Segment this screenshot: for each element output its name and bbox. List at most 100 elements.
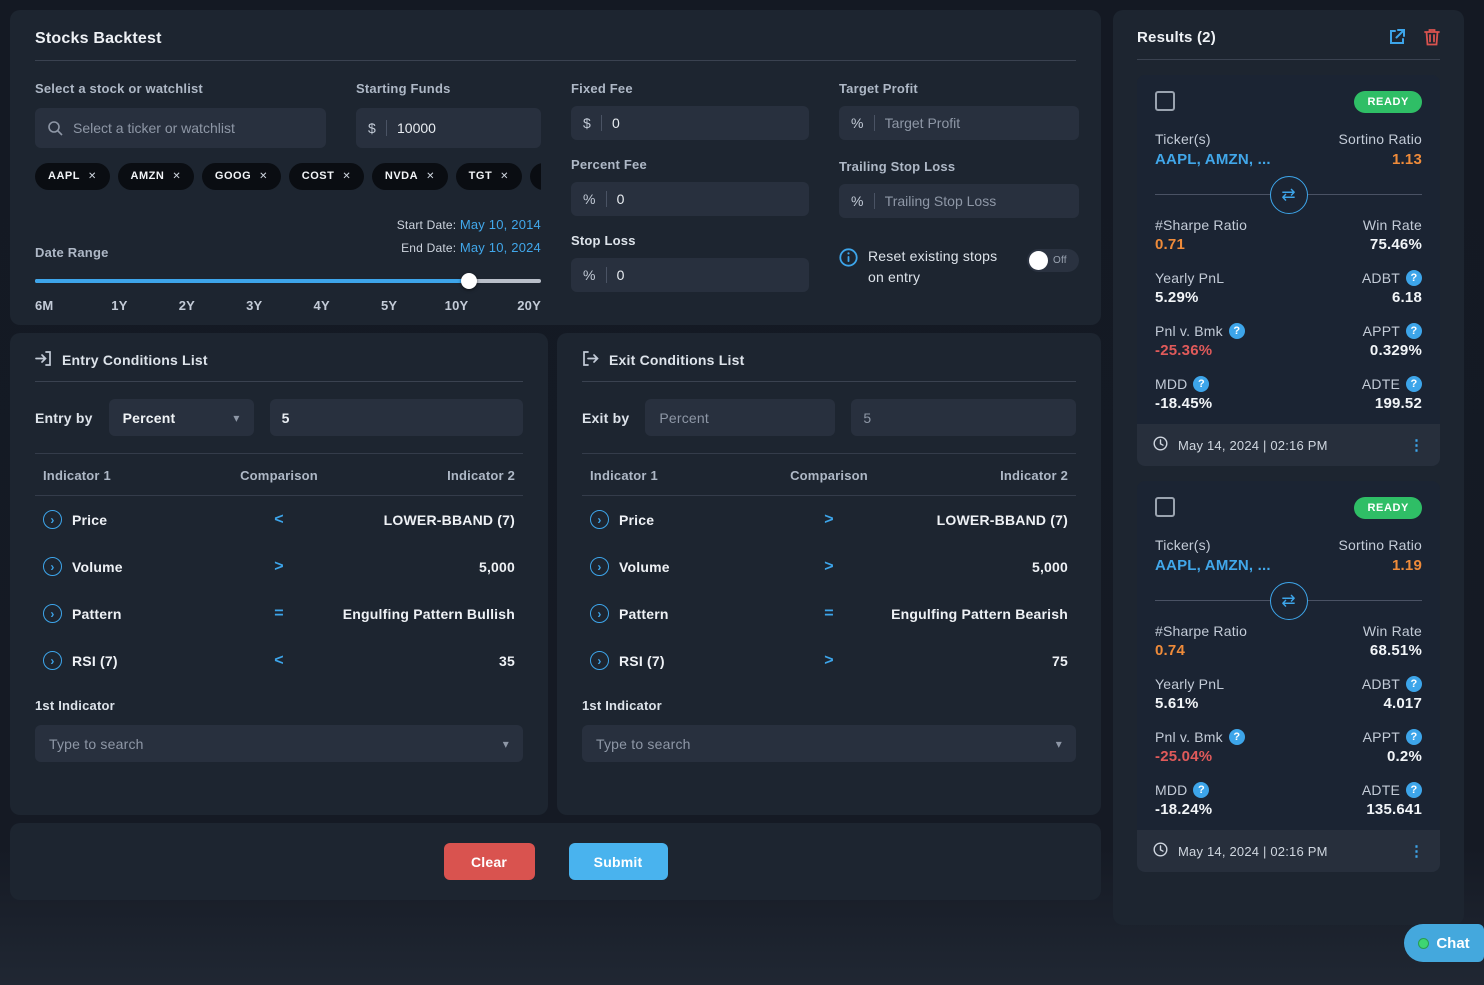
- stop-loss-field[interactable]: %: [571, 258, 809, 292]
- fixed-fee-input[interactable]: [612, 115, 797, 131]
- delete-results-trash-icon[interactable]: [1424, 28, 1440, 46]
- adte-value: 199.52: [1374, 395, 1422, 412]
- remove-ticker-icon[interactable]: ✕: [426, 170, 435, 182]
- win-rate-value: 68.51%: [1369, 642, 1422, 659]
- starting-funds-field[interactable]: $: [356, 108, 541, 148]
- chat-button[interactable]: Chat: [1404, 924, 1484, 962]
- swap-icon[interactable]: ⇄: [1269, 175, 1308, 214]
- open-external-icon[interactable]: [1388, 28, 1406, 46]
- remove-ticker-icon[interactable]: ✕: [172, 170, 181, 182]
- dollar-prefix: $: [368, 120, 387, 136]
- comparison-operator: >: [824, 510, 834, 528]
- remove-ticker-icon[interactable]: ✕: [342, 170, 351, 182]
- expand-row-icon[interactable]: ›: [43, 510, 62, 529]
- expand-row-icon[interactable]: ›: [590, 557, 609, 576]
- help-icon[interactable]: ?: [1193, 376, 1210, 392]
- expand-row-icon[interactable]: ›: [590, 651, 609, 670]
- target-profit-input[interactable]: [884, 115, 1067, 131]
- remove-ticker-icon[interactable]: ✕: [500, 170, 509, 182]
- clock-icon: [1153, 842, 1168, 860]
- entry-value-field[interactable]: [269, 399, 523, 436]
- end-date: End Date: May 10, 2024: [401, 239, 541, 255]
- remove-ticker-icon[interactable]: ✕: [259, 170, 268, 182]
- comparison-operator: >: [274, 557, 284, 575]
- expand-row-icon[interactable]: ›: [590, 604, 609, 623]
- slider-thumb[interactable]: [460, 272, 477, 289]
- title-divider: [35, 60, 1076, 61]
- entry-method-select[interactable]: Percent ▾: [108, 399, 254, 436]
- exit-value-field[interactable]: [851, 399, 1076, 436]
- clear-button[interactable]: Clear: [443, 843, 535, 880]
- result-card: READY Ticker(s) AAPL, AMZN, ... Sortino …: [1137, 481, 1440, 872]
- ticker-tag[interactable]: COST ✕: [288, 162, 364, 190]
- col-indicator1: Indicator 1: [590, 468, 658, 483]
- col-comparison: Comparison: [240, 468, 318, 483]
- entry-condition-row: › Pattern = Engulfing Pattern Bullish: [35, 590, 523, 637]
- target-profit-field[interactable]: %: [839, 106, 1079, 140]
- yearly-pnl-value: 5.29%: [1155, 289, 1199, 306]
- stock-search-field[interactable]: [35, 108, 326, 148]
- chat-label: Chat: [1436, 934, 1470, 952]
- help-icon[interactable]: ?: [1406, 676, 1422, 692]
- reset-stops-toggle[interactable]: Off: [1027, 249, 1079, 272]
- trailing-stop-loss-input[interactable]: [884, 193, 1067, 209]
- ticker-tag[interactable]: GOOG ✕: [201, 162, 281, 190]
- starting-funds-input[interactable]: [397, 120, 529, 136]
- help-icon[interactable]: ?: [1406, 270, 1422, 286]
- trailing-stop-loss-label: Trailing Stop Loss: [839, 159, 956, 174]
- help-icon[interactable]: ?: [1228, 323, 1245, 339]
- date-range-slider[interactable]: [35, 272, 541, 289]
- start-date-value: May 10, 2014: [459, 217, 541, 232]
- kebab-menu-icon[interactable]: ⋮: [1409, 436, 1424, 454]
- sortino-label: Sortino Ratio: [1338, 537, 1422, 553]
- ticker-tag[interactable]: NVDA ✕: [371, 162, 448, 190]
- expand-row-icon[interactable]: ›: [590, 510, 609, 529]
- help-icon[interactable]: ?: [1228, 729, 1245, 745]
- slider-tick-labels: 6M 1Y 2Y 3Y 4Y 5Y 10Y 20Y: [35, 297, 541, 313]
- ticker-tag[interactable]: META: [529, 162, 541, 190]
- help-icon[interactable]: ?: [1406, 323, 1422, 339]
- result-checkbox[interactable]: [1155, 497, 1175, 517]
- exit-conditions-panel: Exit Conditions List Exit by Percent Ind…: [557, 333, 1101, 815]
- sharpe-value: 0.71: [1155, 236, 1185, 253]
- percent-prefix: %: [851, 115, 875, 131]
- stop-loss-input[interactable]: [616, 267, 797, 283]
- help-icon[interactable]: ?: [1406, 782, 1422, 798]
- entry-value-input[interactable]: [281, 409, 511, 426]
- swap-icon[interactable]: ⇄: [1269, 581, 1308, 620]
- yearly-pnl-value: 5.61%: [1155, 695, 1199, 712]
- tickers-link[interactable]: AAPL, AMZN, ...: [1155, 557, 1271, 574]
- starting-funds-label: Starting Funds: [356, 81, 451, 96]
- tickers-link[interactable]: AAPL, AMZN, ...: [1155, 151, 1271, 168]
- comparison-operator: <: [274, 510, 284, 528]
- exit-method-select[interactable]: Percent: [645, 399, 836, 436]
- ticker-tag[interactable]: AAPL ✕: [35, 162, 110, 190]
- fixed-fee-field[interactable]: $: [571, 106, 809, 140]
- percent-fee-field[interactable]: %: [571, 182, 809, 216]
- stock-search-input[interactable]: [73, 120, 314, 136]
- remove-ticker-icon[interactable]: ✕: [87, 170, 97, 182]
- appt-value: 0.2%: [1387, 748, 1422, 765]
- expand-row-icon[interactable]: ›: [43, 651, 62, 670]
- kebab-menu-icon[interactable]: ⋮: [1409, 842, 1424, 860]
- percent-fee-label: Percent Fee: [571, 157, 647, 172]
- trailing-stop-loss-field[interactable]: %: [839, 184, 1079, 218]
- result-checkbox[interactable]: [1155, 91, 1175, 111]
- dollar-prefix: $: [583, 115, 602, 131]
- entry-indicator-search-select[interactable]: Type to search ▾: [35, 725, 523, 762]
- exit-value-input[interactable]: [863, 409, 1064, 426]
- exit-indicator-search-select[interactable]: Type to search ▾: [582, 725, 1076, 762]
- help-icon[interactable]: ?: [1193, 782, 1210, 798]
- result-card: READY Ticker(s) AAPL, AMZN, ... Sortino …: [1137, 75, 1440, 466]
- expand-row-icon[interactable]: ›: [43, 557, 62, 576]
- ticker-tag[interactable]: AMZN ✕: [117, 162, 194, 190]
- end-date-value: May 10, 2024: [459, 239, 541, 255]
- exit-by-label: Exit by: [582, 409, 630, 426]
- help-icon[interactable]: ?: [1406, 376, 1422, 392]
- adbt-value: 4.017: [1383, 695, 1422, 712]
- help-icon[interactable]: ?: [1406, 729, 1422, 745]
- submit-button[interactable]: Submit: [568, 843, 668, 880]
- expand-row-icon[interactable]: ›: [43, 604, 62, 623]
- ticker-tag[interactable]: TGT ✕: [455, 162, 522, 190]
- percent-fee-input[interactable]: [616, 191, 797, 207]
